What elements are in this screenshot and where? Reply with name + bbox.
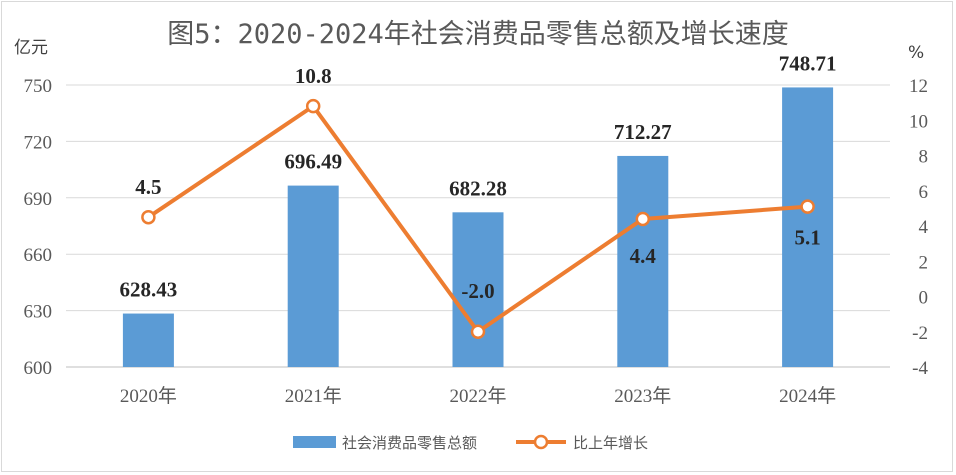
bar-value-label: 696.49	[284, 150, 342, 174]
legend-marker	[533, 434, 549, 450]
left-tick-label: 660	[24, 245, 53, 266]
x-tick-label: 2021年	[285, 385, 342, 407]
left-tick-label: 750	[24, 76, 53, 97]
x-tick-label: 2020年	[120, 385, 177, 407]
right-tick-label: -2	[912, 323, 928, 344]
growth-value-label: 10.8	[295, 64, 332, 88]
x-axis: 2020年 2021年 2022年 2023年 2024年	[120, 385, 836, 407]
left-tick-label: 630	[24, 302, 53, 323]
left-tick-label: 690	[24, 189, 53, 210]
growth-point	[635, 211, 651, 227]
bar-value-label: 712.27	[614, 120, 672, 144]
right-tick-label: 4	[919, 217, 929, 238]
legend: 社会消费品零售总额 比上年增长	[293, 434, 648, 452]
legend-label-bar: 社会消费品零售总额	[342, 434, 477, 452]
bar	[287, 185, 339, 367]
left-axis: 600 630 660 690 720 750 亿元	[14, 38, 52, 379]
x-tick-label: 2024年	[779, 385, 836, 407]
data-labels: 628.43 696.49 682.28 712.27 748.71 4.5 10.8 -2.…	[120, 51, 837, 302]
right-tick-label: 12	[909, 76, 928, 97]
right-tick-label: 6	[919, 182, 929, 203]
x-tick-label: 2023年	[614, 385, 671, 407]
bar	[452, 212, 504, 367]
growth-point	[470, 324, 486, 339]
right-axis: -4 -2 0 2 4 6 8 10 12%	[908, 43, 929, 379]
x-tick-label: 2022年	[449, 385, 506, 407]
legend-label-line: 比上年增长	[573, 434, 648, 452]
bar-value-label: 628.43	[120, 278, 178, 302]
growth-value-label: 5.1	[794, 226, 820, 250]
chart-title: 图5：2020-2024年社会消费品零售总额及增长速度	[167, 19, 789, 50]
growth-point	[305, 98, 321, 114]
left-tick-label: 600	[24, 358, 53, 379]
left-tick-label: 720	[24, 132, 53, 153]
bar-series	[122, 87, 834, 367]
bar	[782, 87, 834, 367]
right-tick-label: 10	[909, 111, 928, 132]
bar-value-label: 682.28	[449, 176, 507, 200]
right-tick-label: 0	[919, 288, 929, 309]
growth-value-label: -2.0	[461, 279, 494, 303]
growth-point	[141, 209, 156, 225]
growth-value-label: 4.5	[135, 175, 161, 199]
legend-swatch-bar	[293, 436, 336, 448]
right-axis-unit: %	[908, 43, 924, 63]
line-series	[141, 98, 815, 339]
right-tick-label: 2	[919, 252, 929, 273]
bar-value-label: 748.71	[779, 51, 837, 75]
right-tick-label: -4	[912, 358, 928, 379]
right-tick-label: 8	[919, 147, 929, 168]
left-axis-unit: 亿元	[14, 38, 48, 58]
bar	[122, 313, 174, 367]
growth-point	[800, 199, 815, 214]
bar	[617, 155, 669, 367]
growth-value-label: 4.4	[630, 244, 657, 268]
